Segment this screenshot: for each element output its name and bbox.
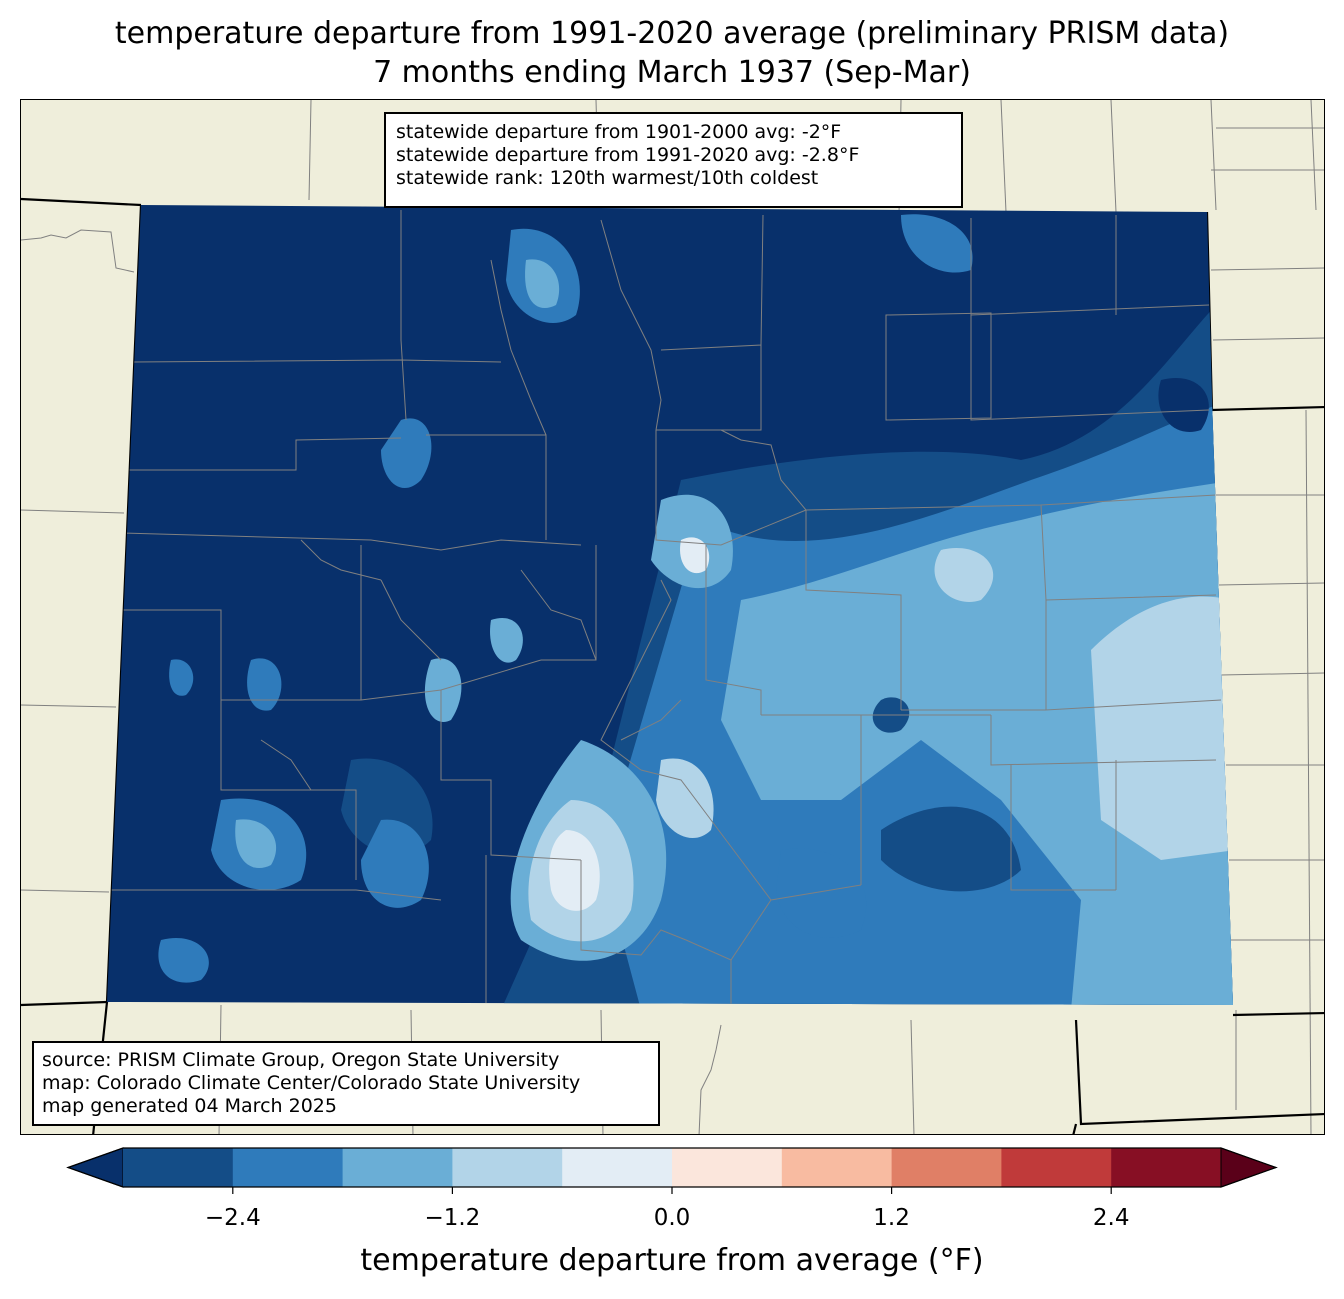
colorbar-extend-high: [1220, 1147, 1278, 1188]
colorbar-bin: [891, 1148, 1002, 1187]
colorbar: [66, 1147, 1278, 1194]
colorbar-bin: [232, 1148, 344, 1187]
colorbar-label: temperature departure from average (°F): [360, 1243, 984, 1278]
statewide-stats-box: statewide departure from 1901-2000 avg: …: [384, 112, 963, 208]
map-title-line2: 7 months ending March 1937 (Sep-Mar): [373, 55, 971, 90]
source-box: source: PRISM Climate Group, Oregon Stat…: [32, 1041, 660, 1126]
source-line-map: map: Colorado Climate Center/Colorado St…: [42, 1072, 581, 1094]
colorbar-bin: [1111, 1148, 1222, 1187]
temperature-field: [107, 205, 1233, 1005]
map-canvas: [21, 100, 1324, 1134]
colorbar-bin: [1001, 1148, 1112, 1187]
colorbar-extend-low: [66, 1147, 124, 1188]
map-title-line1: temperature departure from 1991-2020 ave…: [114, 16, 1230, 51]
colorbar-bin: [562, 1148, 673, 1187]
colorbar-bin: [781, 1148, 893, 1187]
source-line-prism: source: PRISM Climate Group, Oregon Stat…: [42, 1049, 560, 1071]
colorbar-tick-label: 2.4: [1092, 1205, 1130, 1231]
colorbar-bin: [123, 1148, 234, 1187]
county-lines: [111, 210, 1222, 1005]
colorbar-bin: [672, 1148, 783, 1187]
map-panel: statewide departure from 1901-2000 avg: …: [20, 99, 1325, 1135]
source-line-generated: map generated 04 March 2025: [42, 1095, 337, 1117]
colorbar-tick-label: 0.0: [653, 1205, 691, 1231]
colorbar-bin: [342, 1148, 453, 1187]
colorbar-tick-label: −1.2: [424, 1205, 481, 1231]
colorbar-tick-label: 1.2: [873, 1205, 910, 1231]
stats-line-1901-2000: statewide departure from 1901-2000 avg: …: [396, 121, 842, 143]
colorbar-outline: [66, 1147, 1278, 1188]
stats-line-rank: statewide rank: 120th warmest/10th colde…: [396, 167, 819, 189]
colorbar-tick-label: −2.4: [204, 1205, 261, 1231]
stats-line-1991-2020: statewide departure from 1991-2020 avg: …: [396, 144, 860, 166]
colorbar-bin: [452, 1148, 563, 1187]
